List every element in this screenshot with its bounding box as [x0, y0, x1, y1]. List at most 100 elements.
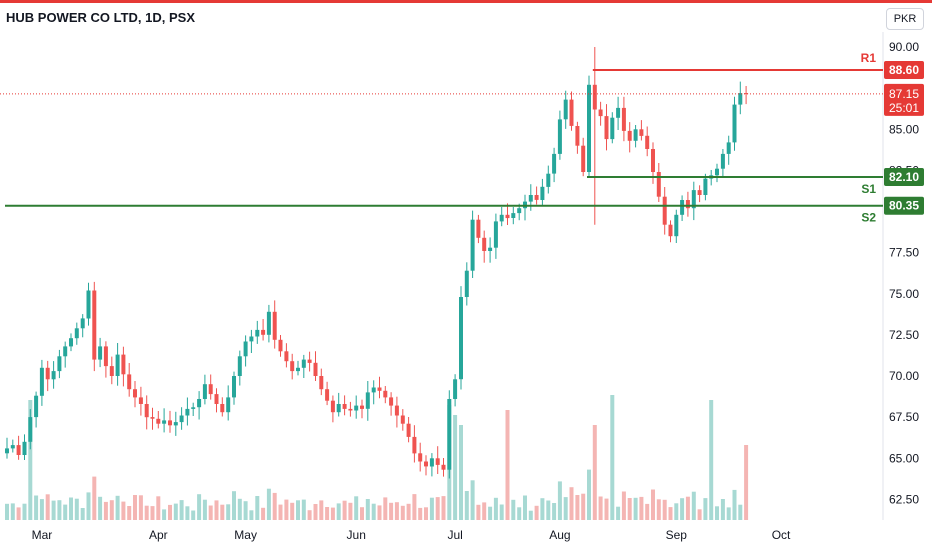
candle-body: [389, 397, 394, 406]
volume-bar: [738, 504, 743, 520]
candle-body: [249, 336, 254, 342]
volume-bar: [651, 489, 655, 520]
candle-body: [459, 297, 463, 380]
volume-bar: [610, 395, 615, 520]
volume-bar: [517, 507, 522, 520]
candle-body: [616, 107, 621, 118]
volume-bar: [330, 507, 335, 520]
currency-button[interactable]: PKR: [886, 8, 924, 30]
volume-bar: [429, 497, 434, 520]
bar-countdown-label: 25:01: [889, 101, 919, 115]
candle-body: [138, 397, 143, 404]
candle-body: [429, 458, 434, 467]
volume-bar: [400, 505, 405, 520]
candle-body: [680, 200, 685, 215]
candle-body: [662, 196, 667, 225]
candle-body: [156, 418, 161, 424]
candle-body: [482, 237, 487, 251]
volume-bar: [284, 499, 289, 520]
candle-body: [546, 173, 551, 187]
volume-bar: [715, 506, 719, 520]
volume-bar: [563, 497, 568, 520]
candle-body: [354, 405, 359, 411]
candle-body: [412, 436, 417, 454]
level-label-s2: S2: [861, 211, 876, 225]
volume-bar: [22, 503, 27, 520]
volume-bar: [51, 500, 56, 520]
candle-body: [202, 384, 207, 399]
level-label-s1: S1: [861, 182, 876, 196]
volume-bar: [354, 496, 359, 520]
candle-body: [668, 224, 673, 237]
volume-bar: [168, 504, 172, 520]
candle-body: [45, 367, 50, 380]
candle-body: [587, 84, 591, 172]
candle-body: [51, 371, 56, 380]
volume-bar: [214, 500, 219, 520]
volume-bar: [360, 507, 364, 520]
volume-bar: [226, 504, 231, 520]
volume-bar: [720, 499, 725, 520]
candle-body: [278, 339, 283, 352]
y-tick-label: 70.00: [889, 369, 919, 383]
candle-body: [651, 149, 655, 172]
volume-bar: [266, 488, 271, 520]
volume-bar: [232, 491, 236, 520]
candle-body: [488, 247, 493, 251]
candle-body: [534, 195, 539, 200]
y-tick-label: 77.50: [889, 246, 919, 260]
candle-body: [517, 208, 522, 214]
candle-body: [80, 318, 85, 329]
volume-bar: [80, 508, 85, 520]
candle-body: [633, 129, 638, 141]
candle-body: [191, 407, 196, 409]
volume-bar: [74, 498, 79, 520]
candle-body: [330, 400, 335, 413]
y-tick-label: 85.00: [889, 122, 919, 136]
candle-body: [266, 311, 271, 335]
volume-bar: [39, 499, 44, 520]
volume-bar: [488, 506, 493, 520]
candle-body: [226, 397, 231, 413]
volume-bar: [86, 492, 91, 520]
candle-body: [732, 104, 737, 143]
candle-body: [598, 109, 603, 117]
candle-body: [424, 461, 428, 467]
candle-body: [336, 404, 341, 413]
volume-bar: [325, 507, 330, 520]
x-tick-label: May: [234, 528, 257, 542]
volume-bar: [685, 496, 690, 520]
candle-body: [441, 464, 446, 470]
candle-body: [464, 270, 469, 297]
volume-bar: [109, 500, 114, 520]
candle-body: [255, 329, 260, 337]
x-tick-label: Sep: [666, 528, 688, 542]
volume-bar: [703, 498, 708, 520]
volume-bar: [726, 507, 731, 520]
volume-bar: [98, 496, 103, 520]
candle-body: [39, 367, 44, 396]
volume-bar: [412, 494, 417, 520]
volume-bar: [348, 502, 353, 520]
candle-body: [726, 142, 731, 154]
volume-bar: [424, 507, 428, 520]
volume-bar: [493, 497, 498, 520]
candle-body: [528, 195, 533, 202]
volume-bar: [365, 499, 370, 520]
volume-bar: [476, 504, 481, 520]
volume-bar: [528, 510, 533, 520]
candle-body: [301, 359, 306, 368]
level-price-label: 80.35: [889, 199, 919, 213]
volume-bar: [261, 507, 266, 520]
candle-body: [511, 213, 516, 218]
candle-body: [453, 379, 458, 399]
x-tick-label: Jun: [347, 528, 366, 542]
y-tick-label: 65.00: [889, 451, 919, 465]
candle-body: [691, 190, 696, 209]
candle-body: [319, 376, 324, 390]
y-tick-label: 72.50: [889, 328, 919, 342]
volume-bar: [133, 495, 137, 520]
level-price-badge: [884, 167, 924, 186]
volume-bar: [10, 503, 15, 520]
